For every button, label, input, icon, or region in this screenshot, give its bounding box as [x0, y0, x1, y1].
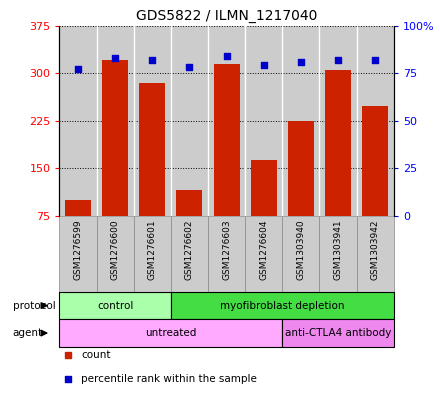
Point	[74, 66, 81, 72]
Text: control: control	[97, 301, 133, 310]
Bar	[59, 216, 96, 292]
Bar	[59, 320, 282, 347]
Bar	[357, 216, 394, 292]
Bar	[208, 216, 245, 292]
Bar	[96, 216, 134, 292]
Bar	[251, 160, 277, 216]
Bar	[213, 64, 240, 216]
Point	[149, 57, 156, 63]
Bar	[65, 200, 91, 216]
Text: GSM1276600: GSM1276600	[110, 220, 120, 280]
Point	[260, 62, 267, 69]
Text: GSM1303942: GSM1303942	[371, 220, 380, 280]
Text: GSM1276604: GSM1276604	[259, 220, 268, 280]
Text: protocol: protocol	[13, 301, 55, 310]
Point	[297, 59, 304, 65]
Bar	[59, 292, 171, 320]
Bar	[282, 216, 319, 292]
Point	[223, 53, 230, 59]
Text: GSM1276603: GSM1276603	[222, 220, 231, 280]
Text: GSM1303941: GSM1303941	[334, 220, 343, 280]
Point	[186, 64, 193, 70]
Text: GSM1276601: GSM1276601	[148, 220, 157, 280]
Bar	[139, 83, 165, 216]
Bar	[134, 216, 171, 292]
Text: agent: agent	[13, 328, 43, 338]
Text: percentile rank within the sample: percentile rank within the sample	[81, 373, 257, 384]
Point	[372, 57, 379, 63]
Text: myofibroblast depletion: myofibroblast depletion	[220, 301, 345, 310]
Bar	[102, 61, 128, 216]
Text: GSM1276602: GSM1276602	[185, 220, 194, 280]
Text: anti-CTLA4 antibody: anti-CTLA4 antibody	[285, 328, 391, 338]
Text: GSM1303940: GSM1303940	[297, 220, 305, 280]
Text: count: count	[81, 350, 110, 360]
Text: untreated: untreated	[145, 328, 197, 338]
Bar	[288, 121, 314, 216]
Point	[299, 57, 306, 64]
Bar	[171, 216, 208, 292]
Title: GDS5822 / ILMN_1217040: GDS5822 / ILMN_1217040	[136, 9, 317, 23]
Point	[334, 57, 341, 63]
Bar	[171, 292, 394, 320]
Point	[112, 55, 119, 61]
Bar	[176, 190, 202, 216]
Bar	[282, 320, 394, 347]
Point	[299, 269, 306, 275]
Bar	[245, 216, 282, 292]
Text: GSM1276599: GSM1276599	[73, 220, 82, 280]
Bar	[319, 216, 357, 292]
Bar	[325, 70, 351, 216]
Bar	[362, 106, 388, 216]
